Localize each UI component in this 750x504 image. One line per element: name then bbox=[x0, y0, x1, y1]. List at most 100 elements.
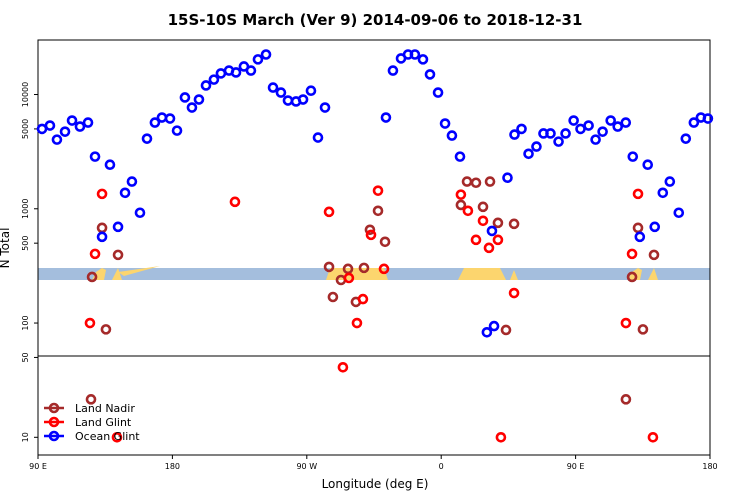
legend-marker bbox=[48, 430, 60, 442]
point bbox=[508, 287, 520, 299]
legend-marker bbox=[48, 402, 60, 414]
point bbox=[372, 205, 384, 217]
point bbox=[323, 206, 335, 218]
point bbox=[104, 159, 116, 171]
plot-frame bbox=[37, 39, 711, 456]
point bbox=[208, 74, 220, 85]
point bbox=[245, 65, 257, 76]
point bbox=[545, 128, 556, 139]
point bbox=[568, 115, 579, 126]
point bbox=[96, 231, 108, 243]
point bbox=[523, 148, 534, 160]
point bbox=[84, 317, 96, 329]
point bbox=[502, 172, 513, 184]
point bbox=[484, 176, 496, 187]
point bbox=[74, 121, 86, 132]
point bbox=[164, 113, 176, 124]
point bbox=[379, 236, 391, 248]
point bbox=[89, 248, 101, 260]
point bbox=[620, 317, 632, 329]
legend-label: Land Glint bbox=[75, 416, 132, 429]
point bbox=[252, 54, 264, 65]
y-tick-label: 500 bbox=[21, 236, 30, 251]
point bbox=[179, 92, 191, 103]
point bbox=[305, 85, 317, 96]
series bbox=[84, 185, 659, 443]
point bbox=[590, 134, 601, 145]
point bbox=[634, 231, 646, 243]
point bbox=[59, 126, 71, 137]
point bbox=[380, 112, 392, 123]
point bbox=[193, 94, 205, 105]
point bbox=[492, 234, 504, 246]
y-tick-label: 100 bbox=[21, 315, 30, 330]
point bbox=[267, 82, 279, 93]
point bbox=[455, 199, 467, 211]
point bbox=[664, 176, 676, 187]
point bbox=[702, 113, 714, 124]
point bbox=[673, 207, 685, 219]
point bbox=[66, 115, 78, 126]
point bbox=[657, 187, 669, 199]
point bbox=[647, 432, 659, 443]
legend-label: Ocean Glint bbox=[75, 430, 140, 443]
y-tick-label: 5000 bbox=[21, 119, 30, 139]
point bbox=[620, 117, 632, 128]
y-axis-label: N Total bbox=[0, 228, 12, 269]
point bbox=[516, 123, 527, 135]
point bbox=[648, 249, 660, 261]
point bbox=[112, 221, 124, 233]
point bbox=[481, 326, 493, 338]
x-tick-label: 90 E bbox=[29, 462, 47, 471]
point bbox=[432, 87, 444, 98]
point bbox=[364, 224, 376, 236]
point bbox=[358, 262, 370, 274]
chart-title: 15S-10S March (Ver 9) 2014-09-06 to 2018… bbox=[168, 11, 583, 29]
point bbox=[96, 188, 108, 200]
x-tick-label: 90 W bbox=[296, 462, 317, 471]
y-tick-label: 50 bbox=[21, 352, 30, 362]
point bbox=[483, 242, 495, 254]
point bbox=[343, 272, 355, 284]
point bbox=[649, 221, 661, 233]
point bbox=[508, 218, 520, 230]
point bbox=[149, 117, 161, 128]
x-tick-label: 0 bbox=[439, 462, 444, 471]
point bbox=[409, 49, 421, 60]
point bbox=[372, 185, 384, 196]
point bbox=[424, 69, 436, 80]
point bbox=[357, 293, 369, 305]
point bbox=[495, 432, 507, 443]
point bbox=[626, 248, 638, 260]
point bbox=[488, 320, 500, 332]
point bbox=[327, 291, 339, 303]
point bbox=[119, 187, 131, 199]
point bbox=[111, 432, 123, 443]
point bbox=[509, 129, 520, 140]
y-tick-label: 10000 bbox=[21, 82, 30, 107]
point bbox=[89, 151, 101, 162]
point bbox=[620, 394, 632, 405]
point bbox=[387, 65, 399, 76]
point bbox=[486, 225, 498, 237]
point bbox=[531, 141, 542, 152]
point bbox=[470, 234, 482, 246]
series bbox=[85, 176, 660, 405]
series bbox=[36, 49, 714, 338]
point bbox=[260, 49, 272, 60]
point bbox=[492, 217, 504, 229]
point bbox=[454, 151, 466, 162]
point bbox=[186, 102, 198, 113]
point bbox=[126, 176, 138, 187]
point bbox=[632, 188, 644, 200]
point bbox=[171, 125, 183, 136]
point bbox=[477, 201, 489, 213]
point bbox=[200, 80, 212, 91]
point bbox=[612, 121, 624, 132]
point bbox=[455, 189, 467, 200]
point bbox=[642, 159, 654, 171]
point bbox=[470, 177, 482, 189]
point bbox=[688, 117, 700, 128]
